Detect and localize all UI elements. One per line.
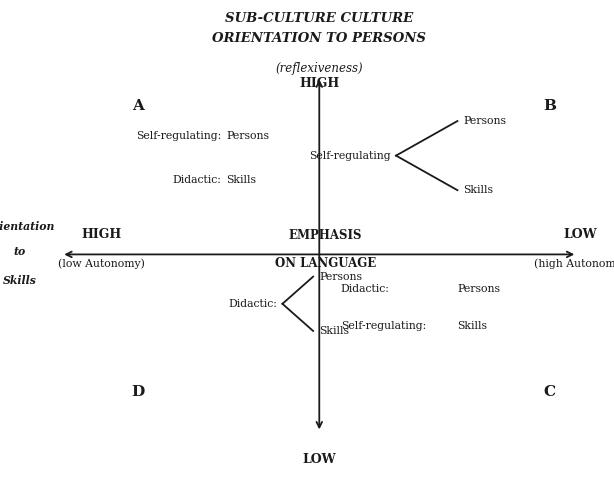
Text: Didactic:: Didactic: (228, 299, 278, 309)
Text: Skills: Skills (464, 185, 494, 195)
Text: Persons: Persons (457, 284, 500, 294)
Text: D: D (131, 385, 145, 399)
Text: to: to (14, 247, 26, 257)
Text: Skills: Skills (2, 275, 37, 286)
Text: EMPHASIS: EMPHASIS (289, 229, 362, 242)
Text: Persons: Persons (319, 272, 362, 282)
Text: C: C (543, 385, 556, 399)
Text: A: A (132, 99, 144, 113)
Text: Skills: Skills (457, 321, 488, 331)
Text: Skills: Skills (226, 175, 256, 185)
Text: Orientation: Orientation (0, 221, 55, 232)
Text: ORIENTATION TO PERSONS: ORIENTATION TO PERSONS (212, 32, 426, 45)
Text: ON LANGUAGE: ON LANGUAGE (275, 257, 376, 270)
Text: LOW: LOW (303, 453, 336, 466)
Text: Didactic:: Didactic: (341, 284, 390, 294)
Text: Self-regulating: Self-regulating (309, 151, 391, 161)
Text: HIGH: HIGH (299, 77, 340, 89)
Text: Persons: Persons (226, 131, 269, 141)
Text: HIGH: HIGH (81, 228, 122, 241)
Text: (low Autonomy): (low Autonomy) (58, 258, 145, 269)
Text: Self-regulating:: Self-regulating: (341, 321, 426, 331)
Text: (reflexiveness): (reflexiveness) (276, 62, 363, 75)
Text: Skills: Skills (319, 326, 349, 336)
Text: SUB-CULTURE CULTURE: SUB-CULTURE CULTURE (225, 12, 413, 25)
Text: B: B (543, 99, 556, 113)
Text: Self-regulating:: Self-regulating: (136, 131, 221, 141)
Text: Didactic:: Didactic: (172, 175, 221, 185)
Text: (high Autonomy): (high Autonomy) (534, 258, 614, 269)
Text: LOW: LOW (564, 228, 597, 241)
Text: Persons: Persons (464, 116, 507, 126)
